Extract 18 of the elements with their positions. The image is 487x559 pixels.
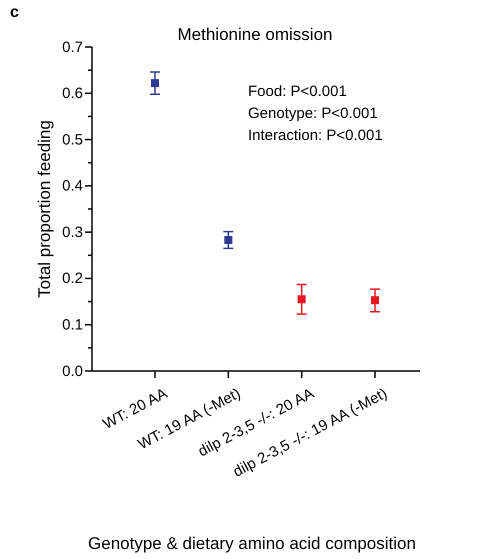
y-tick-label: 0.5	[62, 131, 83, 148]
point	[298, 295, 306, 304]
y-tick-label: 0.7	[62, 38, 83, 56]
annotation: Interaction: P<0.001	[248, 127, 383, 144]
y-tick-label: 0.0	[62, 362, 83, 380]
text: c	[10, 4, 19, 21]
point	[151, 79, 159, 88]
y-tick-label: 0.2	[62, 270, 83, 288]
y-tick-label: 0.4	[62, 178, 83, 195]
annotation: Genotype: P<0.001	[248, 105, 378, 122]
y-tick-label: 0.1	[62, 316, 83, 334]
y-axis-title: Total proportion feeding	[35, 120, 54, 298]
x-axis-title: Genotype & dietary amino acid composition	[88, 534, 416, 553]
y-tick-label: 0.6	[62, 85, 83, 102]
point	[371, 296, 379, 304]
chart-title: Methionine omission	[178, 25, 332, 44]
y-tick-label: 0.3	[62, 224, 83, 241]
annotation: Food: P<0.001	[248, 83, 347, 100]
